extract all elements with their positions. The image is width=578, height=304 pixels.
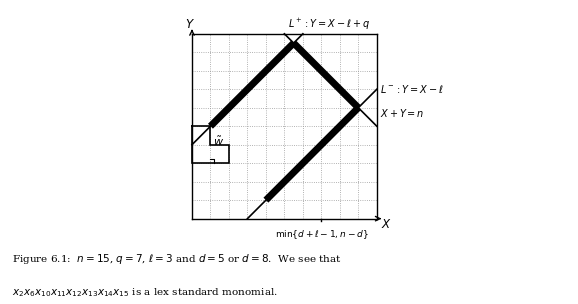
- Text: $Y$: $Y$: [185, 18, 195, 31]
- Text: $L^-: Y = X - \ell$: $L^-: Y = X - \ell$: [380, 83, 443, 95]
- Text: $x_2x_6x_{10}x_{11}x_{12}x_{13}x_{14}x_{15}$ is a lex standard monomial.: $x_2x_6x_{10}x_{11}x_{12}x_{13}x_{14}x_{…: [12, 286, 277, 299]
- Text: $X$: $X$: [381, 218, 391, 231]
- Text: $\tilde{w}$: $\tilde{w}$: [213, 134, 224, 147]
- Text: $\min\{d + \ell - 1, n - d\}$: $\min\{d + \ell - 1, n - d\}$: [275, 228, 368, 241]
- Text: $L^+: Y = X - \ell + q$: $L^+: Y = X - \ell + q$: [288, 17, 370, 32]
- Text: $X + Y = n$: $X + Y = n$: [380, 107, 424, 119]
- Text: Figure 6.1:  $n = 15$, $q = 7$, $\ell = 3$ and $d = 5$ or $d = 8$.  We see that: Figure 6.1: $n = 15$, $q = 7$, $\ell = 3…: [12, 252, 342, 266]
